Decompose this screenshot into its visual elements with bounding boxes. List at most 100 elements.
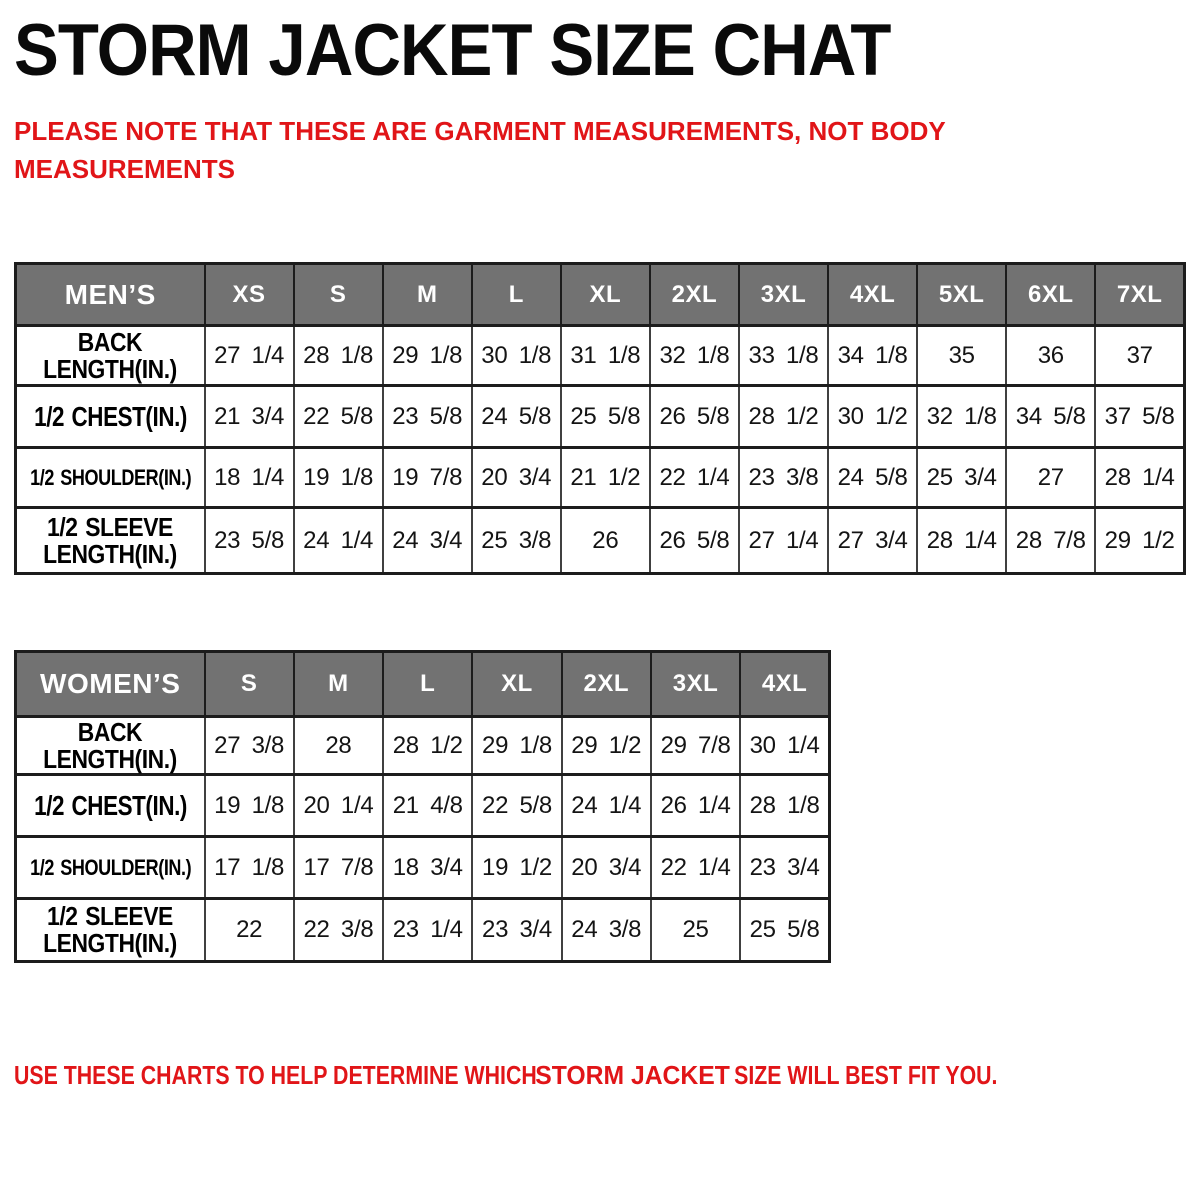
size-value-cell: 24 3/4 (381, 506, 473, 575)
size-column-header: XS (203, 262, 295, 327)
measurement-label-cell: 1/2 SHOULDER(IN.) (14, 446, 206, 509)
size-value-cell: 25 3/4 (916, 446, 1008, 509)
page-title: STORM JACKET SIZE CHAT (14, 10, 891, 91)
size-value-cell: 28 (292, 715, 385, 776)
measurement-label-cell: 1/2 SLEEVE LENGTH(IN.) (14, 506, 206, 575)
size-column-header: L (470, 262, 562, 327)
size-value-cell: 36 (1005, 324, 1097, 387)
measurement-label-cell: 1/2 SHOULDER(IN.) (14, 835, 206, 900)
size-column-header: 7XL (1094, 262, 1186, 327)
size-column-header: 3XL (649, 650, 742, 718)
size-value-cell: 19 1/8 (292, 446, 384, 509)
size-column-header: 4XL (739, 650, 831, 718)
footer-brand-name: STORM JACKET (534, 1060, 730, 1090)
footer-note-suffix: SIZE WILL BEST FIT YOU. (734, 1060, 998, 1090)
size-value-cell: 26 5/8 (648, 506, 740, 575)
measurement-label-cell: 1/2 SLEEVE LENGTH(IN.) (14, 897, 206, 963)
size-value-cell: 27 1/4 (203, 324, 295, 387)
size-value-cell: 20 1/4 (292, 773, 385, 838)
size-value-cell: 25 5/8 (739, 897, 831, 963)
footer-note-prefix: USE THESE CHARTS TO HELP DETERMINE WHICH (14, 1060, 537, 1090)
size-value-cell: 34 5/8 (1005, 384, 1097, 449)
size-value-cell: 21 4/8 (382, 773, 474, 838)
measurement-label-cell: 1/2 CHEST(IN.) (14, 384, 206, 449)
size-value-cell: 24 5/8 (470, 384, 562, 449)
size-value-cell: 29 1/2 (560, 715, 652, 776)
size-value-cell: 17 1/8 (203, 835, 295, 900)
size-column-header: 3XL (737, 262, 830, 327)
table-row: 1/2 SHOULDER(IN.) 18 1/4 19 1/8 19 7/8 20 3/… (14, 446, 1186, 509)
size-column-header: XL (471, 650, 563, 718)
size-value-cell: 22 5/8 (471, 773, 563, 838)
size-value-cell: 23 3/4 (739, 835, 831, 900)
size-value-cell: 26 1/4 (649, 773, 742, 838)
size-value-cell: 37 (1094, 324, 1186, 387)
table-group-header: MEN’S (14, 262, 206, 327)
size-value-cell: 26 (559, 506, 651, 575)
size-value-cell: 25 3/8 (470, 506, 562, 575)
size-value-cell: 23 5/8 (381, 384, 473, 449)
table-row: 1/2 SLEEVE LENGTH(IN.) 23 5/8 24 1/4 24 3/4… (14, 506, 1186, 575)
size-value-cell: 21 1/2 (559, 446, 651, 509)
size-column-header: M (381, 262, 473, 327)
size-value-cell: 20 3/4 (560, 835, 652, 900)
size-value-cell: 18 3/4 (382, 835, 474, 900)
size-value-cell: 24 5/8 (827, 446, 919, 509)
size-value-cell: 30 1/2 (827, 384, 919, 449)
size-value-cell: 31 1/8 (559, 324, 651, 387)
footer-note: USE THESE CHARTS TO HELP DETERMINE WHICH… (14, 1058, 997, 1092)
womens-size-table: WOMEN’S S M L XL 2XL 3XL 4XL BACK LENGTH(IN.) 27 … (14, 650, 831, 963)
size-value-cell: 34 1/8 (827, 324, 919, 387)
size-value-cell: 21 3/4 (203, 384, 295, 449)
size-value-cell: 28 1/4 (1094, 446, 1186, 509)
table-row: 1/2 CHEST(IN.) 21 3/4 22 5/8 23 5/8 24 5/8 25… (14, 384, 1186, 449)
size-value-cell: 19 1/2 (471, 835, 563, 900)
size-value-cell: 22 1/4 (649, 835, 742, 900)
size-value-cell: 28 1/8 (292, 324, 384, 387)
size-value-cell: 28 1/2 (737, 384, 830, 449)
size-value-cell: 22 1/4 (648, 446, 740, 509)
size-value-cell: 22 3/8 (292, 897, 385, 963)
table-group-header: WOMEN’S (14, 650, 206, 718)
size-value-cell: 20 3/4 (470, 446, 562, 509)
size-value-cell: 25 5/8 (559, 384, 651, 449)
size-value-cell: 29 7/8 (649, 715, 742, 776)
size-column-header: M (292, 650, 385, 718)
size-value-cell: 27 3/4 (827, 506, 919, 575)
size-value-cell: 23 1/4 (382, 897, 474, 963)
size-column-header: 6XL (1005, 262, 1097, 327)
size-value-cell: 28 7/8 (1005, 506, 1097, 575)
size-column-header: 2XL (648, 262, 740, 327)
size-value-cell: 32 1/8 (916, 384, 1008, 449)
measurement-label-cell: BACK LENGTH(IN.) (14, 324, 206, 387)
size-value-cell: 35 (916, 324, 1008, 387)
size-value-cell: 17 7/8 (292, 835, 385, 900)
size-value-cell: 30 1/8 (470, 324, 562, 387)
size-value-cell: 29 1/8 (471, 715, 563, 776)
size-value-cell: 29 1/2 (1094, 506, 1186, 575)
size-column-header: 5XL (916, 262, 1008, 327)
size-value-cell: 24 3/8 (560, 897, 652, 963)
measurement-label-cell: BACK LENGTH(IN.) (14, 715, 206, 776)
size-column-header: XL (559, 262, 651, 327)
size-value-cell: 22 (203, 897, 295, 963)
size-column-header: L (382, 650, 474, 718)
size-value-cell: 28 1/8 (739, 773, 831, 838)
size-value-cell: 23 3/4 (471, 897, 563, 963)
size-value-cell: 26 5/8 (648, 384, 740, 449)
size-value-cell: 33 1/8 (737, 324, 830, 387)
size-value-cell: 24 1/4 (292, 506, 384, 575)
size-value-cell: 22 5/8 (292, 384, 384, 449)
size-value-cell: 19 7/8 (381, 446, 473, 509)
table-row: 1/2 SLEEVE LENGTH(IN.) 22 22 3/8 23 1/4 23 3… (14, 897, 831, 963)
table-row: 1/2 SHOULDER(IN.) 17 1/8 17 7/8 18 3/4 19 1/… (14, 835, 831, 900)
size-value-cell: 27 (1005, 446, 1097, 509)
size-value-cell: 27 1/4 (737, 506, 830, 575)
measurement-label-cell: 1/2 CHEST(IN.) (14, 773, 206, 838)
size-value-cell: 24 1/4 (560, 773, 652, 838)
size-value-cell: 25 (649, 897, 742, 963)
size-value-cell: 18 1/4 (203, 446, 295, 509)
table-row: 1/2 CHEST(IN.) 19 1/8 20 1/4 21 4/8 22 5/8 24… (14, 773, 831, 838)
size-value-cell: 27 3/8 (203, 715, 295, 776)
